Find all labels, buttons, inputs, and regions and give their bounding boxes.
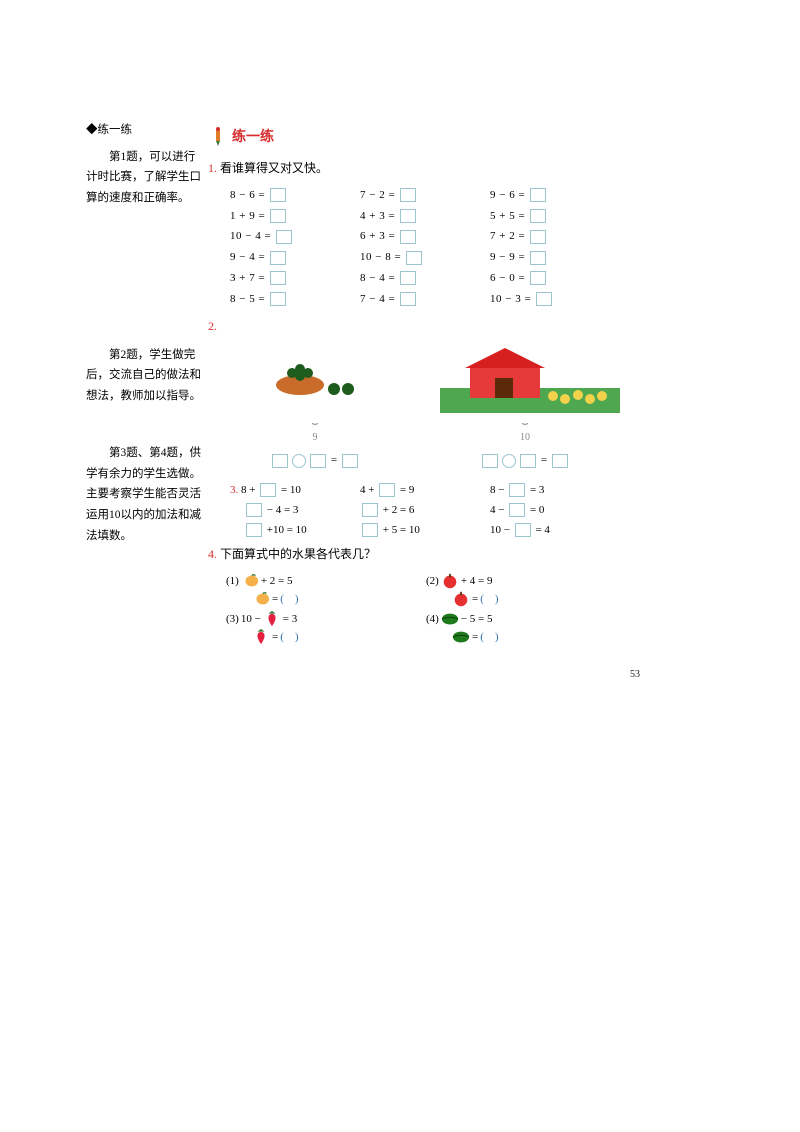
peach-icon [252, 590, 270, 608]
arithmetic-equation: 10 − 8 = [360, 248, 490, 268]
q1-heading: 1. 看谁算得又对又快。 [208, 158, 633, 180]
note-q1: 第1题，可以进行计时比赛，了解学生口算的速度和正确率。 [86, 147, 201, 209]
fruit-answer: = ( ) [426, 590, 652, 608]
arithmetic-equation: 9 − 4 = [230, 248, 360, 268]
strawberry-icon [252, 628, 270, 646]
q4-heading: 4. 下面算式中的水果各代表几？ [208, 544, 633, 566]
section-heading: ◆练一练 [86, 120, 201, 141]
fruit-answer: = ( ) [226, 590, 452, 608]
arithmetic-equation: 1 + 9 = [230, 207, 360, 227]
fruit-equation: (1) + 2 = 5 [226, 572, 426, 590]
arithmetic-equation: 8 − 4 = [360, 269, 490, 289]
fruit-equation: (3) 10 − = 3 [226, 610, 426, 628]
fill-blank-equation: 4 + = 9 [360, 481, 490, 501]
fruit-equation: (4) − 5 = 5 [426, 610, 626, 628]
fill-blank-equation: 4 − = 0 [490, 501, 620, 521]
fruit-equation: (2) + 4 = 9 [426, 572, 626, 590]
arithmetic-equation: 7 − 2 = [360, 186, 490, 206]
fill-blank-equation: − 4 = 3 [230, 501, 360, 521]
fill-blank-equation: + 2 = 6 [360, 501, 490, 521]
fruit-answer: = ( ) [426, 628, 652, 646]
note-q2: 第2题，学生做完后，交流自己的做法和想法，教师加以指导。 [86, 345, 201, 407]
arithmetic-equation: 7 − 4 = [360, 290, 490, 310]
page-number: 53 [630, 666, 640, 684]
melon-icon [452, 628, 470, 646]
basket-icon [270, 343, 360, 398]
question-2: 2. ⏟9 = [208, 316, 633, 471]
arithmetic-equation: 8 − 5 = [230, 290, 360, 310]
pencil-icon [208, 127, 228, 149]
arithmetic-equation: 7 + 2 = [490, 227, 620, 247]
question-3: 3. 8 + = 104 + = 98 − = 3 − 4 = 3 + 2 = … [208, 481, 633, 540]
q2-equation-1: = [230, 451, 400, 471]
arithmetic-equation: 9 − 6 = [490, 186, 620, 206]
fill-blank-equation: 3. 8 + = 10 [230, 481, 360, 501]
arithmetic-equation: 9 − 9 = [490, 248, 620, 268]
arithmetic-equation: 10 − 4 = [230, 227, 360, 247]
arithmetic-equation: 3 + 7 = [230, 269, 360, 289]
peach-icon [241, 572, 259, 590]
fill-blank-equation: + 5 = 10 [360, 521, 490, 541]
arithmetic-equation: 4 + 3 = [360, 207, 490, 227]
q2-equation-2: = [440, 451, 610, 471]
strawberry-icon [263, 610, 281, 628]
question-4: 4. 下面算式中的水果各代表几？ (1) + 2 = 5 = ( )(2) + … [208, 544, 633, 646]
brace-label: ⏟10 [440, 411, 610, 447]
apple-icon [441, 572, 459, 590]
fruit-answer: = ( ) [226, 628, 452, 646]
fill-blank-equation: +10 = 10 [230, 521, 360, 541]
fill-blank-equation: 10 − = 4 [490, 521, 620, 541]
question-1: 1. 看谁算得又对又快。 8 − 6 = 7 − 2 = 9 − 6 = 1 +… [208, 158, 633, 309]
note-q3-q4: 第3题、第4题，供学有余力的学生选做。主要考察学生能否灵活运用10以内的加法和减… [86, 443, 201, 546]
annotation-column: ◆练一练 第1题，可以进行计时比赛，了解学生口算的速度和正确率。 第2题，学生做… [86, 120, 201, 552]
q2-item-2: ⏟10 = [440, 343, 610, 471]
q2-item-1: ⏟9 = [230, 343, 400, 471]
melon-icon [441, 610, 459, 628]
brace-label: ⏟9 [230, 411, 400, 447]
exercise-header: 练一练 [208, 125, 633, 150]
arithmetic-equation: 6 − 0 = [490, 269, 620, 289]
fill-blank-equation: 8 − = 3 [490, 481, 620, 501]
exercise-title: 练一练 [232, 125, 274, 150]
exercise-column: 练一练 1. 看谁算得又对又快。 8 − 6 = 7 − 2 = 9 − 6 =… [208, 125, 633, 648]
apple-icon [452, 590, 470, 608]
house-scene-icon [440, 343, 620, 413]
arithmetic-equation: 5 + 5 = [490, 207, 620, 227]
arithmetic-equation: 8 − 6 = [230, 186, 360, 206]
arithmetic-equation: 6 + 3 = [360, 227, 490, 247]
arithmetic-equation: 10 − 3 = [490, 290, 620, 310]
